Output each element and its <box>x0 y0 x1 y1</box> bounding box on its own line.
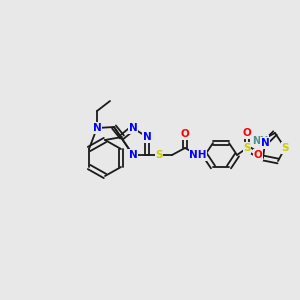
Text: S: S <box>155 150 163 160</box>
Text: N: N <box>261 138 269 148</box>
Text: O: O <box>243 128 251 138</box>
Text: N: N <box>129 150 137 160</box>
Text: S: S <box>243 143 251 153</box>
Text: N: N <box>93 123 101 133</box>
Text: N: N <box>142 132 152 142</box>
Text: NH: NH <box>252 136 268 146</box>
Text: N: N <box>129 123 137 133</box>
Text: NH: NH <box>189 150 207 160</box>
Text: S: S <box>281 143 289 153</box>
Text: O: O <box>181 129 189 139</box>
Text: O: O <box>254 150 262 160</box>
